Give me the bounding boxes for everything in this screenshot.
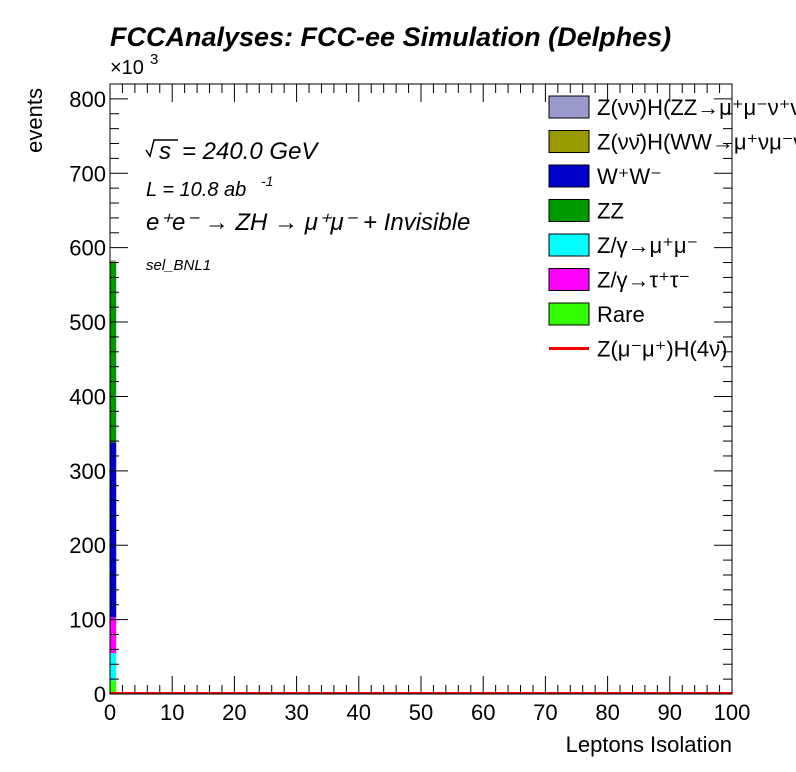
bar-z--1 [110,653,117,681]
legend-swatch [548,233,590,257]
legend-label: Z(μ⁻μ⁺)H(4ν̄) [597,337,727,362]
legend-label: Z(νν̄)H(ZZ→μ⁺μ⁻ν⁺ν⁻) [597,95,796,120]
legend-entry-1: Z(νν̄)H(WW→μ⁺νμ⁻ν̄) [548,130,796,155]
legend-swatch [548,95,590,119]
legend-entry-0: Z(νν̄)H(ZZ→μ⁺μ⁻ν⁺ν⁻) [548,95,796,120]
y-tick-label-500: 500 [69,310,106,335]
y-multiplier: ×10 3 [110,51,158,79]
x-tick-label-50: 50 [409,700,433,725]
bar-z--2 [110,617,117,654]
legend-label: Z/γ→μ⁺μ⁻ [597,233,698,258]
legend-entry-5: Z/γ→τ⁺τ⁻ [548,268,690,293]
legend-label: W⁺W⁻ [597,164,662,189]
x-tick-label-10: 10 [160,700,184,725]
chart-title: FCCAnalyses: FCC-ee Simulation (Delphes) [110,22,671,52]
x-tick-label-80: 80 [595,700,619,725]
annotation-energy: = 240.0 GeV [182,138,319,165]
x-tick-label-30: 30 [284,700,308,725]
x-tick-label-100: 100 [714,700,751,725]
plot-area: 0 100 200 300 400 500 600 700 800 0 10 20 30 40 50 60 70… [69,83,751,725]
y-axis-label: events [22,88,47,153]
legend-swatch [548,164,590,188]
bar-rare-0 [110,680,117,694]
annotation-selection: sel_BNL1 [146,257,211,274]
x-tick-label-0: 0 [104,700,116,725]
y-multiplier-exponent: 3 [150,51,158,68]
annotation-block: s = 240.0 GeV L = 10.8 ab -1 e⁺e⁻ → ZH →… [145,138,470,274]
bar-z-h-ww--5 [110,261,117,262]
legend-entry-2: W⁺W⁻ [548,164,662,189]
x-tick-label-90: 90 [658,700,682,725]
y-tick-label-700: 700 [69,161,106,186]
annotation-process: e⁺e⁻ → ZH → μ⁺μ⁻ + Invisible [146,209,470,236]
y-multiplier-base: ×10 [110,57,144,79]
legend-entry-7: Z(μ⁻μ⁺)H(4ν̄) [549,337,727,362]
y-tick-label-100: 100 [69,608,106,633]
x-tick-label-40: 40 [347,700,371,725]
legend-entry-4: Z/γ→μ⁺μ⁻ [548,233,698,258]
annotation-energy-symbol: s [159,138,171,165]
x-axis-label: Leptons Isolation [566,732,732,757]
y-tick-label-300: 300 [69,459,106,484]
legend-swatch [548,130,590,153]
y-tick-label-200: 200 [69,533,106,558]
legend-label: Z(νν̄)H(WW→μ⁺νμ⁻ν̄) [597,130,796,155]
plot-background [110,84,732,694]
y-tick-label-0: 0 [94,682,106,707]
annotation-lumi-exponent: -1 [261,173,273,189]
x-tick-label-60: 60 [471,700,495,725]
legend-swatch [548,268,590,291]
legend-label: ZZ [597,199,624,224]
y-tick-label-600: 600 [69,236,106,261]
annotation-lumi: L = 10.8 ab [146,179,246,201]
legend-label: Rare [597,302,645,327]
y-tick-label-400: 400 [69,384,106,409]
legend-label: Z/γ→τ⁺τ⁻ [597,268,690,293]
legend-entry-6: Rare [548,302,645,327]
y-tick-label-800: 800 [69,87,106,112]
legend-swatch [548,302,590,326]
bar-z-h-zz--6 [110,260,117,262]
x-tick-label-70: 70 [533,700,557,725]
sqrt-symbol [145,139,178,158]
x-tick-label-20: 20 [222,700,246,725]
legend: Z(νν̄)H(ZZ→μ⁺μ⁻ν⁺ν⁻) Z(νν̄)H(WW→μ⁺νμ⁻ν̄) W… [548,95,796,362]
legend-entry-3: ZZ [548,199,624,224]
legend-swatch [548,199,590,222]
